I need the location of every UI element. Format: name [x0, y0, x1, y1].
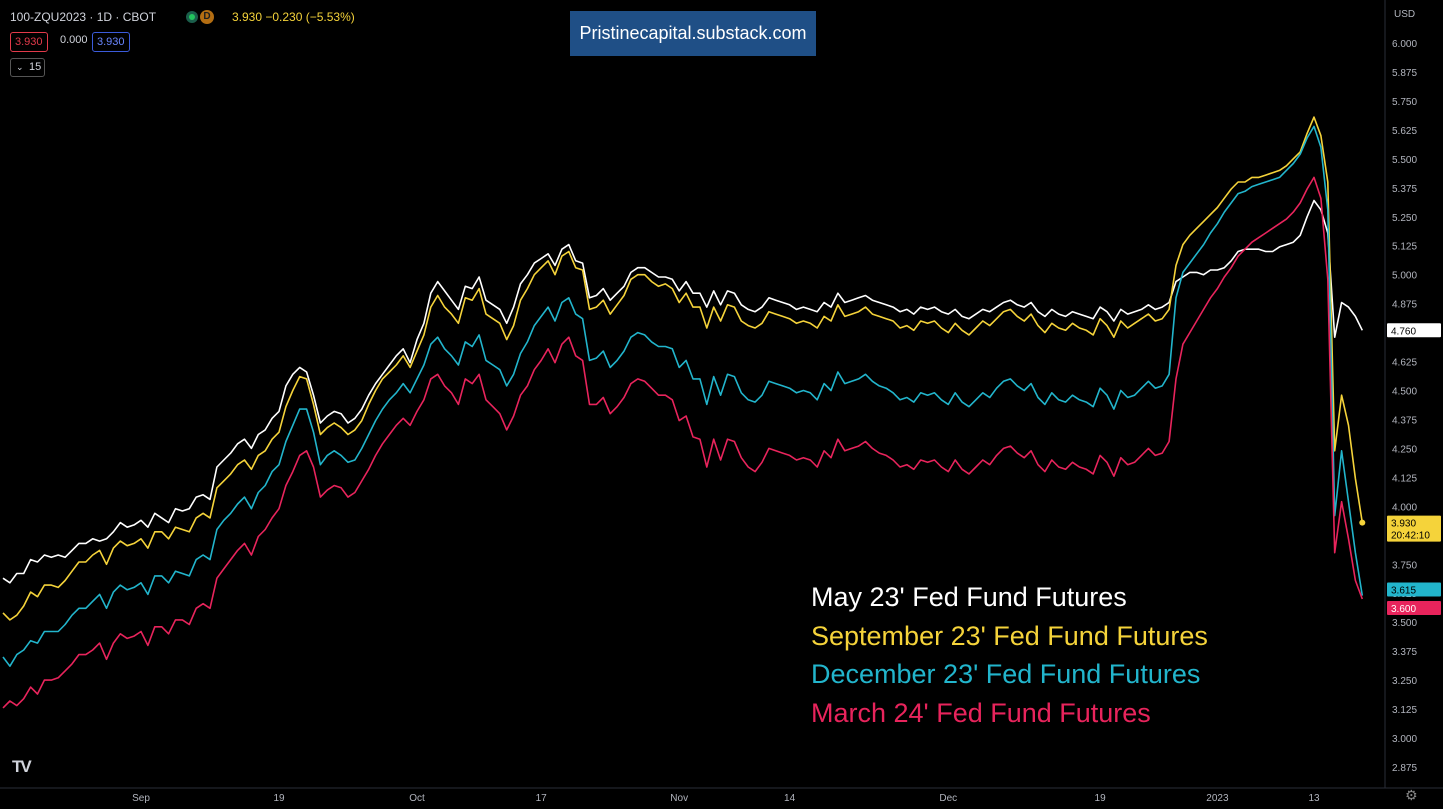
x-tick-label: 13	[1308, 793, 1320, 804]
y-tick-label: 5.000	[1392, 271, 1417, 282]
y-tick-label: 5.875	[1392, 68, 1417, 79]
y-tick-label: 3.125	[1392, 705, 1417, 716]
price-label-bg-mar	[1387, 601, 1441, 616]
watermark: Pristinecapital.substack.com	[570, 11, 816, 56]
y-tick-label: 5.750	[1392, 97, 1417, 108]
chart-legend: May 23' Fed Fund Futures September 23' F…	[811, 578, 1208, 732]
series-line-dec	[2, 125, 1364, 668]
y-tick-label: 3.375	[1392, 647, 1417, 658]
y-tick-label: 5.500	[1392, 155, 1417, 166]
y-tick-label: 3.250	[1392, 676, 1417, 687]
y-tick-label: 4.375	[1392, 415, 1417, 426]
y-tick-label: 5.625	[1392, 126, 1417, 137]
y-tick-label: 5.250	[1392, 213, 1417, 224]
countdown-label: 20:42:10	[1391, 531, 1430, 542]
sell-price-button[interactable]: 3.930	[10, 32, 48, 52]
x-tick-label: Dec	[939, 793, 957, 804]
y-tick-label: 4.500	[1392, 387, 1417, 398]
y-tick-label: 4.000	[1392, 502, 1417, 513]
price-label-mar: 3.600	[1391, 604, 1416, 615]
legend-entry-dec: December 23' Fed Fund Futures	[811, 659, 1201, 689]
price-label-bg-may	[1387, 323, 1441, 338]
y-tick-label: 3.750	[1392, 560, 1417, 571]
price-label-bg-dec	[1387, 582, 1441, 597]
tradingview-logo[interactable]: TV	[12, 757, 32, 776]
indicator-count: 15	[29, 61, 42, 73]
y-tick-label: 3.500	[1392, 618, 1417, 629]
y-tick-label: 5.125	[1392, 242, 1417, 253]
y-tick-label: 4.250	[1392, 444, 1417, 455]
x-tick-label: 19	[273, 793, 285, 804]
y-tick-label: 4.125	[1392, 473, 1417, 484]
price-label-sep: 3.930	[1391, 519, 1416, 530]
y-tick-label: 4.875	[1392, 300, 1417, 311]
x-tick-label: 14	[784, 793, 796, 804]
last-price-dot	[1359, 519, 1366, 526]
symbol-title[interactable]: 100-ZQU2023 · 1D · CBOT	[10, 10, 157, 24]
y-tick-label: 5.375	[1392, 184, 1417, 195]
legend-entry-may: May 23' Fed Fund Futures	[811, 582, 1127, 612]
x-tick-label: 2023	[1206, 793, 1229, 804]
legend-entry-sep: September 23' Fed Fund Futures	[811, 620, 1208, 651]
x-tick-label: Sep	[132, 793, 150, 804]
y-tick-label: 4.625	[1392, 358, 1417, 369]
x-tick-label: 19	[1095, 793, 1107, 804]
buy-price-button[interactable]: 3.930	[92, 32, 130, 52]
price-readout: 3.930 −0.230 (−5.53%)	[232, 10, 355, 24]
y-tick-label: 6.000	[1392, 39, 1417, 50]
delayed-badge[interactable]: D	[200, 10, 214, 24]
legend-entry-mar: March 24' Fed Fund Futures	[811, 697, 1151, 728]
series-line-sep	[2, 116, 1364, 621]
y-tick-label: 2.875	[1392, 763, 1417, 774]
series-line-mar	[2, 176, 1364, 709]
market-open-dot	[186, 11, 198, 23]
x-tick-label: Oct	[409, 793, 425, 804]
price-label-may: 4.760	[1391, 326, 1416, 337]
y-tick-label: 3.000	[1392, 734, 1417, 745]
chevron-down-icon: ⌄	[16, 62, 24, 72]
price-label-dec: 3.615	[1391, 586, 1416, 597]
indicator-toggle[interactable]: ⌄ 15	[10, 58, 45, 77]
spread-value: 0.000	[60, 34, 88, 46]
series-line-may	[2, 199, 1364, 584]
x-tick-label: Nov	[670, 793, 688, 804]
price-label-bg-sep	[1387, 515, 1441, 542]
x-tick-label: 17	[536, 793, 548, 804]
gear-icon[interactable]: ⚙	[1405, 787, 1418, 803]
currency-label: USD	[1394, 9, 1415, 20]
